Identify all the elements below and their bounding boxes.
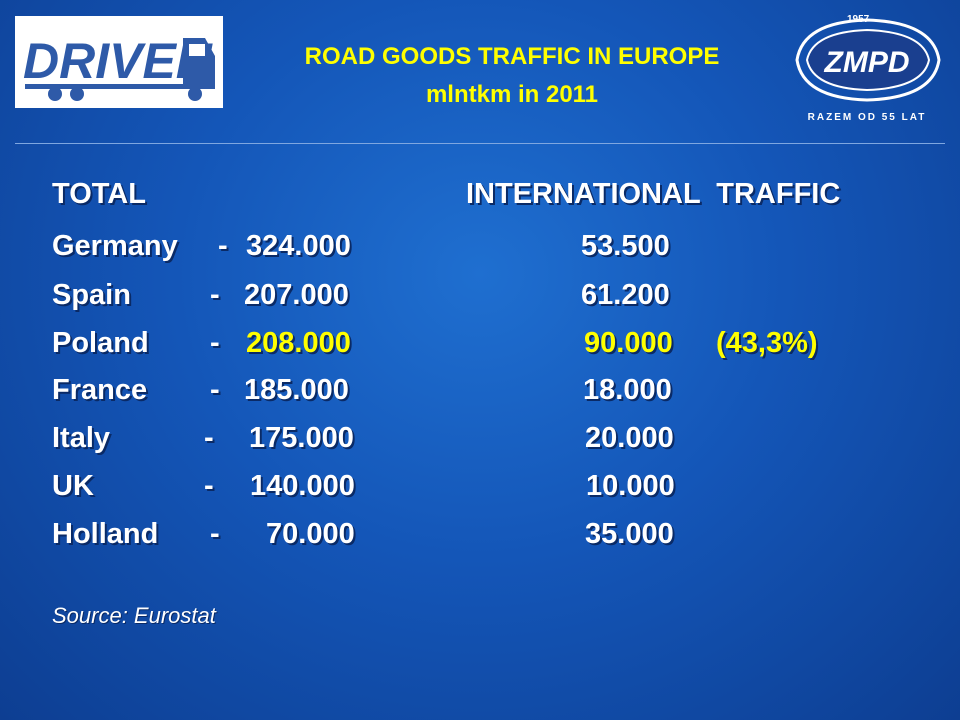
- row-country: UK: [52, 470, 94, 502]
- row-total: 324.000: [246, 230, 351, 262]
- row-dash: -: [210, 327, 220, 359]
- svg-text:RAZEM OD 55 LAT: RAZEM OD 55 LAT: [808, 112, 927, 123]
- slide-title: ROAD GOODS TRAFFIC IN EUROPE mlntkm in 2…: [232, 38, 792, 114]
- row-international-highlighted: 90.000: [584, 327, 673, 359]
- driven-logo: DRIVEN: [15, 16, 223, 108]
- row-international: 18.000: [583, 374, 672, 406]
- svg-text:DRIVEN: DRIVEN: [23, 33, 213, 89]
- row-dash: -: [204, 470, 214, 502]
- row-total: 207.000: [244, 279, 349, 311]
- row-country: Holland: [52, 518, 159, 550]
- header-divider: [15, 143, 945, 144]
- row-international: 53.500: [581, 230, 670, 262]
- row-total: 185.000: [244, 374, 349, 406]
- header-international: INTERNATIONAL TRAFFIC: [466, 178, 841, 210]
- row-country: Germany: [52, 230, 178, 262]
- title-line-1: ROAD GOODS TRAFFIC IN EUROPE: [304, 43, 720, 70]
- row-dash: -: [210, 518, 220, 550]
- row-country: Italy: [52, 422, 111, 454]
- row-dash: -: [218, 230, 228, 262]
- row-share-note: (43,3%): [716, 327, 818, 359]
- row-dash: -: [210, 279, 220, 311]
- svg-text:ZMPD: ZMPD: [824, 46, 910, 79]
- row-country: France: [52, 374, 148, 406]
- source-note: Source: Eurostat: [52, 603, 216, 628]
- row-total: 175.000: [249, 422, 354, 454]
- zmpd-logo: 1957 ZMPD RAZEM OD 55 LAT: [775, 8, 960, 126]
- row-dash: -: [210, 374, 220, 406]
- row-international: 20.000: [585, 422, 674, 454]
- title-line-2: mlntkm in 2011: [425, 81, 599, 108]
- row-total: 140.000: [250, 470, 355, 502]
- row-country: Poland: [52, 327, 149, 359]
- row-international: 35.000: [585, 518, 674, 550]
- row-country: Spain: [52, 279, 131, 311]
- header-total: TOTAL: [52, 178, 146, 210]
- row-international: 61.200: [581, 279, 670, 311]
- row-total-highlighted: 208.000: [246, 327, 351, 359]
- row-total: 70.000: [266, 518, 355, 550]
- row-dash: -: [204, 422, 214, 454]
- row-international: 10.000: [586, 470, 675, 502]
